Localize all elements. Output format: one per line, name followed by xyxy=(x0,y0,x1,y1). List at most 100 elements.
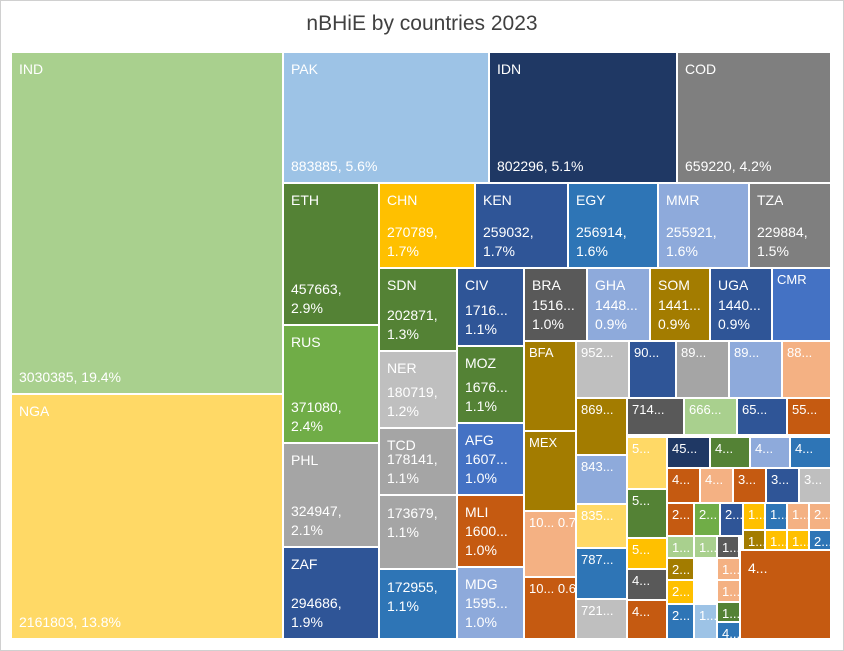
tile-label: 1... xyxy=(722,584,740,599)
tile-label: 1... xyxy=(748,534,765,549)
tile-label: 3... xyxy=(771,472,790,487)
treemap-tile: CMR xyxy=(772,268,831,341)
treemap-tile: UGA 1440... 0.9% xyxy=(710,268,772,341)
treemap-tile: 787... xyxy=(576,548,627,599)
treemap-tile: 4... xyxy=(790,437,831,468)
tile-country: CHN xyxy=(387,192,418,208)
treemap-tile: GHA 1448... 0.9% xyxy=(587,268,650,341)
tile-country: SDN xyxy=(387,277,417,293)
tile-label: 714... xyxy=(632,402,665,417)
tile-value: 1448... 0.9% xyxy=(595,297,638,332)
treemap-tile: MLI 1600... 1.0% xyxy=(457,495,524,567)
tile-country: COD xyxy=(685,61,717,77)
tile-country: MOZ xyxy=(465,355,497,371)
tile-label: 4... xyxy=(722,626,740,639)
tile-label: 2... xyxy=(699,507,718,522)
treemap-tile: 2... xyxy=(667,604,694,639)
tile-value: 172955, 1.1% xyxy=(387,579,438,614)
treemap-tile: 2... xyxy=(694,503,720,536)
tile-label: 4... xyxy=(672,472,691,487)
tile-label: 65... xyxy=(742,402,768,417)
tile-label: 4... xyxy=(632,573,651,588)
treemap-tile: 10... 0.6% xyxy=(524,577,576,639)
treemap-tile: MEX xyxy=(524,431,576,511)
treemap-tile: 952... xyxy=(576,341,629,398)
treemap-tile: TCD 178141, 1.1% xyxy=(379,428,457,495)
tile-value: 178141, 1.1% xyxy=(387,451,438,486)
tile-label: 1... xyxy=(792,534,809,549)
treemap-tile: BRA 1516... 1.0% xyxy=(524,268,587,341)
tile-label: 4... xyxy=(795,441,814,456)
tile-label: 89... xyxy=(681,345,707,360)
treemap-tile: 721... xyxy=(576,599,627,639)
treemap-tile: 3... xyxy=(766,468,799,503)
tile-country: CIV xyxy=(465,277,489,293)
tile-label: 90... xyxy=(634,345,660,360)
tile-label: 721... xyxy=(581,603,614,618)
treemap-tile: 1... xyxy=(765,530,787,550)
treemap-tile: 1... xyxy=(717,580,740,602)
treemap-tile: 5... xyxy=(627,437,667,489)
tile-country: RUS xyxy=(291,334,321,350)
tile-value: 371080, 2.4% xyxy=(291,399,342,434)
tile-value: 457663, 2.9% xyxy=(291,281,342,316)
tile-label: 5... xyxy=(632,542,651,557)
tile-label: 666... xyxy=(689,402,722,417)
treemap-tile: 2... xyxy=(667,580,694,604)
tile-value: 202871, 1.3% xyxy=(387,307,438,342)
tile-country: IDN xyxy=(497,61,522,77)
tile-country: AFG xyxy=(465,432,494,448)
treemap-tile: 843... xyxy=(576,455,627,504)
tile-country: PHL xyxy=(291,452,319,468)
treemap-tile: 4... xyxy=(627,600,667,639)
tile-value: 1600... 1.0% xyxy=(465,523,508,558)
tile-label: 4... xyxy=(705,472,724,487)
treemap-tile: 869... xyxy=(576,398,627,455)
treemap-tile: MDG 1595... 1.0% xyxy=(457,567,524,639)
treemap-tile: MOZ 1676... 1.1% xyxy=(457,346,524,423)
tile-country: NGA xyxy=(19,403,50,419)
tile-label: 1... xyxy=(672,540,691,555)
treemap-tile: 90... xyxy=(629,341,676,398)
treemap-tile: COD 659220, 4.2% xyxy=(677,52,831,183)
treemap-tile: IDN 802296, 5.1% xyxy=(489,52,677,183)
treemap-tile: 1... xyxy=(667,536,694,558)
tile-country: MLI xyxy=(465,504,489,520)
chart-title: nBHiE by countries 2023 xyxy=(306,12,538,35)
tile-label: 869... xyxy=(581,402,614,417)
tile-label: 1... xyxy=(770,534,787,549)
treemap-tile: 3... xyxy=(733,468,766,503)
treemap-tile: 2... xyxy=(720,503,743,536)
treemap-tile: ZAF 294686, 1.9% xyxy=(283,547,379,639)
treemap-tile: 89... xyxy=(729,341,782,398)
treemap-tile: EGY 256914, 1.6% xyxy=(568,183,658,268)
treemap-tile: NER 180719, 1.2% xyxy=(379,351,457,428)
tile-value: 2161803, 13.8% xyxy=(19,614,121,630)
tile-label: 55... xyxy=(792,402,818,417)
tile-country: SOM xyxy=(658,277,690,293)
tile-label: CMR xyxy=(777,272,807,287)
tile-label: 1... xyxy=(748,507,765,522)
tile-country: BRA xyxy=(532,277,561,293)
tile-country: ZAF xyxy=(291,556,318,572)
tile-label: 2... xyxy=(672,562,691,577)
tile-country: NER xyxy=(387,360,417,376)
treemap-tile: 1... xyxy=(717,602,740,622)
tile-value: 1607... 1.0% xyxy=(465,451,508,486)
tile-label: 843... xyxy=(581,459,614,474)
tile-label: 1... xyxy=(699,608,717,623)
tile-value: 4... xyxy=(748,560,768,576)
tile-country: TCD xyxy=(387,437,416,453)
tile-label: 4... xyxy=(715,441,734,456)
tile-value: 173679, 1.1% xyxy=(387,505,438,540)
treemap-tile: 1... xyxy=(717,536,739,558)
tile-label: 2... xyxy=(672,507,691,522)
tile-label: 835... xyxy=(581,508,614,523)
treemap-tile: 1... xyxy=(694,604,717,639)
treemap-tile: 1... xyxy=(787,530,809,550)
tile-label: 10... 0.7% xyxy=(529,515,576,530)
treemap-tile: 666... xyxy=(684,398,737,435)
treemap-tile: 172955, 1.1% xyxy=(379,569,457,639)
treemap-tile: 2... xyxy=(667,503,694,536)
tile-label: 45... xyxy=(672,441,698,456)
